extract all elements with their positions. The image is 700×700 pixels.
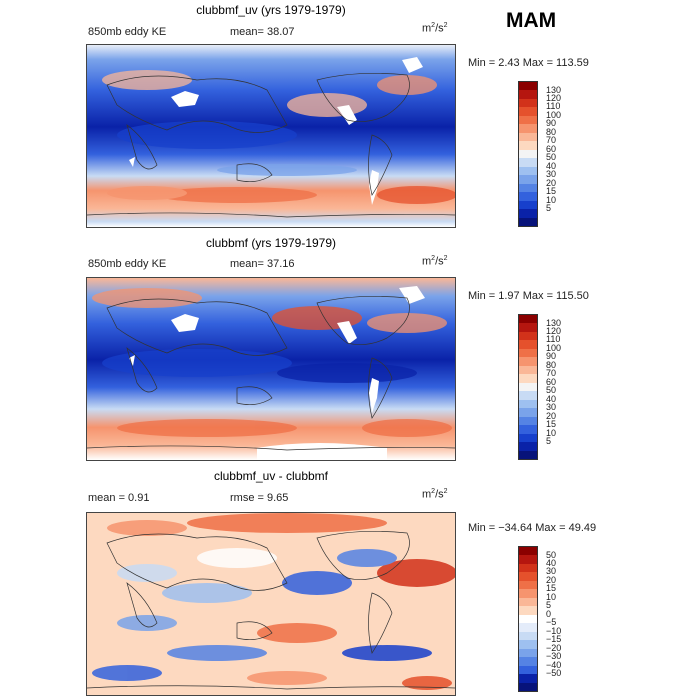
panel-3-colorbar-label: 30 [546, 566, 557, 577]
panel-1-colorbar [518, 81, 538, 227]
panel-3-minmax: Min = −34.64 Max = 49.49 [468, 522, 597, 534]
panel-2-colorbar [518, 314, 538, 460]
season-label: MAM [506, 9, 557, 32]
panel-2-map [86, 277, 456, 461]
panel-1-field-label: 850mb eddy KE [88, 26, 167, 38]
panel-2-mean: mean= 37.16 [230, 258, 295, 270]
panel-1-colorbar-label: 20 [546, 177, 557, 188]
panel-3-colorbar-label: 20 [546, 574, 557, 585]
panel-1-units: m2/s2 [422, 22, 448, 35]
panel-3-colorbar-label: 5 [546, 600, 552, 611]
panel-2-colorbar-label: 30 [546, 402, 557, 413]
panel-2-minmax: Min = 1.97 Max = 115.50 [468, 290, 589, 302]
panel-1-colorbar-label: 5 [546, 203, 552, 214]
panel-1-colorbar-label: 130 [546, 84, 562, 95]
panel-3-map [86, 512, 456, 696]
panel-3-colorbar-label: 50 [546, 549, 557, 560]
panel-3-colorbar-label: 15 [546, 583, 557, 594]
panel-3-colorbar-label: −5 [546, 617, 557, 628]
panel-3-colorbar-label: −30 [546, 651, 562, 662]
panel-1-colorbar-label: 50 [546, 152, 557, 163]
panel-2-colorbar-label: 130 [546, 317, 562, 328]
panel-1-colorbar-label: 15 [546, 186, 557, 197]
panel-1-map [86, 44, 456, 228]
panel-3-colorbar-label: −40 [546, 659, 562, 670]
panel-3-map-canvas [87, 513, 455, 695]
panel-1-minmax: Min = 2.43 Max = 113.59 [468, 57, 589, 69]
panel-3-colorbar-label: −50 [546, 668, 562, 679]
panel-3-colorbar-label: 10 [546, 591, 557, 602]
panel-1-colorbar-label: 70 [546, 135, 557, 146]
panel-2-colorbar-label: 70 [546, 368, 557, 379]
panel-2-colorbar-label: 100 [546, 342, 562, 353]
panel-2-colorbar-label: 15 [546, 419, 557, 430]
panel-2-title: clubbmf (yrs 1979-1979) [205, 236, 337, 250]
panel-2-colorbar-label: 90 [546, 351, 557, 362]
panel-3-colorbar-label: 40 [546, 557, 557, 568]
panel-3-colorbar-label: −10 [546, 625, 562, 636]
panel-2-field-label: 850mb eddy KE [88, 258, 167, 270]
panel-2-colorbar-label: 60 [546, 376, 557, 387]
panel-3-colorbar-label: −15 [546, 634, 562, 645]
panel-1-colorbar-label: 110 [546, 101, 561, 112]
panel-3-colorbar [518, 546, 538, 692]
panel-3-units: m2/s2 [422, 488, 448, 501]
panel-1-colorbar-label: 60 [546, 143, 557, 154]
panel-1-title: clubbmf_uv (yrs 1979-1979) [196, 3, 346, 17]
panel-2-colorbar-label: 120 [546, 325, 562, 336]
panel-1-colorbar-label: 40 [546, 160, 557, 171]
panel-1-mean: mean= 38.07 [230, 26, 295, 38]
panel-3-colorbar-label: 0 [546, 608, 552, 619]
panel-1-colorbar-label: 100 [546, 109, 562, 120]
panel-2-colorbar-label: 110 [546, 334, 561, 345]
panel-3-title: clubbmf_uv - clubbmf [213, 469, 329, 483]
panel-2-colorbar-label: 50 [546, 385, 557, 396]
panel-2-map-canvas [87, 278, 455, 460]
panel-1-colorbar-label: 30 [546, 169, 557, 180]
panel-2-colorbar-label: 20 [546, 410, 557, 421]
panel-2-colorbar-label: 5 [546, 436, 552, 447]
panel-1-colorbar-label: 80 [546, 126, 557, 137]
panel-3-colorbar-label: −20 [546, 642, 562, 653]
panel-1-colorbar-label: 90 [546, 118, 557, 129]
panel-2-colorbar-label: 80 [546, 359, 557, 370]
panel-3-rmse: rmse = 9.65 [230, 492, 289, 504]
panel-1-colorbar-label: 120 [546, 92, 562, 103]
panel-2-colorbar-label: 10 [546, 427, 557, 438]
panel-2-colorbar-label: 40 [546, 393, 557, 404]
panel-3-mean: mean = 0.91 [88, 492, 150, 504]
panel-2-units: m2/s2 [422, 255, 448, 268]
panel-1-colorbar-label: 10 [546, 194, 557, 205]
panel-1-map-canvas [87, 45, 455, 227]
